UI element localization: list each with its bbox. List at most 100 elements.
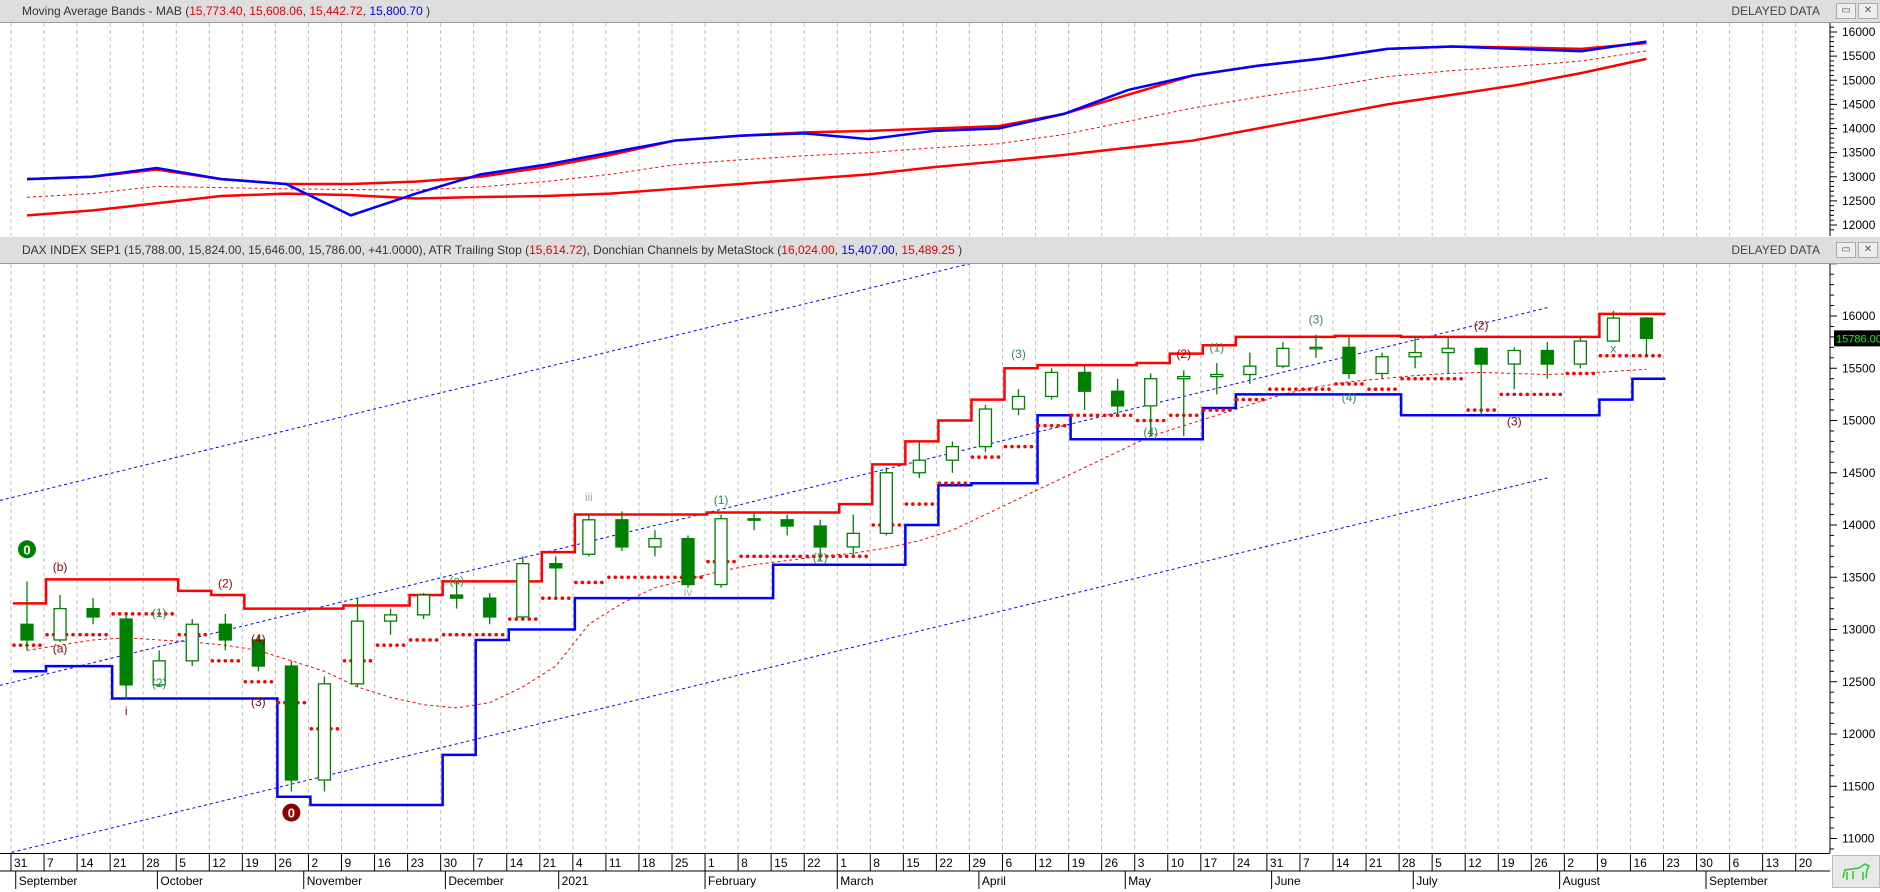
atr-stop-dot [1261,397,1265,402]
donchian-lower-value: 15,407.00 [841,243,895,257]
candle-body [648,537,662,548]
atr-stop-dot [996,455,1001,459]
atr-stop-dot [276,700,281,705]
month-label: February [708,874,756,888]
atr-stop-dot [1095,413,1100,418]
candle-body [549,563,563,569]
wave-label: (4) [1143,425,1158,439]
candle-body [1408,351,1422,358]
candle-body [483,597,497,618]
atr-stop-dot [1518,392,1523,397]
y-tick-label: 14000 [1842,518,1876,532]
close-icon[interactable]: ✕ [1858,242,1878,258]
restore-icon[interactable]: ▭ [1836,3,1856,19]
month-label: August [1563,874,1601,888]
atr-stop-dot [600,580,604,585]
candle-body [780,519,794,527]
date-tick-label: 17 [1204,856,1218,870]
atr-stop-dot [930,502,935,506]
candle-body [1474,347,1488,365]
atr-stop-dot [1532,392,1537,397]
date-tick-label: 31 [1270,856,1284,870]
candle-body [317,683,332,781]
atr-stop-dot [765,554,769,559]
atr-stop-dot [117,612,122,616]
atr-stop-dot [560,596,565,600]
mab-title-text: Moving Average Bands - MAB ( [22,4,190,18]
atr-stop-dot [1651,353,1655,358]
date-tick-label: 28 [1402,856,1416,870]
date-tick-label: 3 [1138,856,1145,870]
atr-stop-dot [395,643,399,647]
date-tick-label: 1 [708,856,715,870]
dax-title-text: DAX INDEX SEP1 (15,788.00, 15,824.00, 15… [22,243,530,257]
wave-label: (1) [152,606,167,620]
atr-stop-dot [382,643,386,647]
atr-stop-dot [554,596,558,600]
date-tick-label: 2 [1567,856,1574,870]
date-axis[interactable]: 31 7 September 14 21 28 5 October 12 19 26 2 Novembe… [0,853,1830,889]
atr-stop-dot [269,679,274,684]
atr-stop-dot [1327,387,1331,391]
candle-body [945,445,960,461]
atr-stop-dot [593,580,598,585]
atr-stop-dot [666,575,670,580]
donchian-upper-line [13,312,1666,610]
atr-stop-dot [1525,392,1530,397]
price-panel-title: DAX INDEX SEP1 (15,788.00, 15,824.00, 15… [22,243,963,257]
close-icon[interactable]: ✕ [1858,3,1878,19]
atr-stop-dot [78,632,82,637]
date-tick-label: 21 [1369,856,1383,870]
atr-stop-dot [415,638,419,642]
atr-stop-dot [811,554,816,559]
restore-icon[interactable]: ▭ [1836,242,1856,258]
candle-body [978,408,993,448]
atr-stop-dot [1413,376,1417,381]
candle-body [1573,340,1587,365]
month-label: October [160,874,203,888]
atr-stop-dot [1076,413,1080,418]
atr-stop-dot [1373,387,1378,391]
atr-stop-dot [454,632,459,637]
atr-stop-dot [401,643,406,647]
atr-stop-dot [1241,397,1246,402]
bull-icon[interactable] [1832,855,1880,888]
mab-middle-value: 15,608.06 [249,4,303,18]
delayed-data-label: DELAYED DATA [1731,243,1820,257]
atr-stop-dot [1439,376,1444,381]
candle-body [1309,346,1323,350]
atr-stop-dot [1248,397,1252,402]
candle-body [1342,346,1356,375]
month-label: March [840,874,873,888]
candle-body [681,537,695,586]
date-tick-label: 14 [1336,856,1350,870]
mab-upper-value: 15,773.40 [189,4,243,18]
date-tick-label: 15 [774,856,788,870]
atr-stop-dot [541,596,545,600]
mab-panel-header: Moving Average Bands - MAB (15,773.40, 1… [0,0,1880,23]
candle-body [747,518,761,521]
price-chart: 11000 11500 12000 12500 13000 13500 14000 14500… [0,264,1880,853]
atr-stop-dot [587,580,591,585]
atr-stop-dot [937,481,942,485]
date-tick-label: 23 [1667,856,1681,870]
atr-stop-dot [144,612,148,616]
date-tick-label: 18 [642,856,656,870]
atr-stop-dot [1049,423,1054,428]
y-tick-label: 11500 [1842,779,1875,793]
wave-label: iv [684,585,693,599]
y-tick-label: 15000 [1842,414,1876,428]
atr-stop-dot [944,481,948,485]
y-tick-label: 12500 [1842,675,1876,689]
atr-stop-dot [1334,382,1338,386]
candle-body [119,618,133,686]
month-label: April [982,874,1006,888]
atr-stop-dot [1433,376,1437,381]
atr-stop-dot [1631,353,1636,358]
atr-stop-dot [157,612,161,616]
candle-body [714,518,728,586]
atr-stop-dot [309,726,314,731]
y-tick-label: 13000 [1842,623,1876,637]
candle-body [1540,349,1554,365]
atr-stop-dot [1347,382,1351,386]
